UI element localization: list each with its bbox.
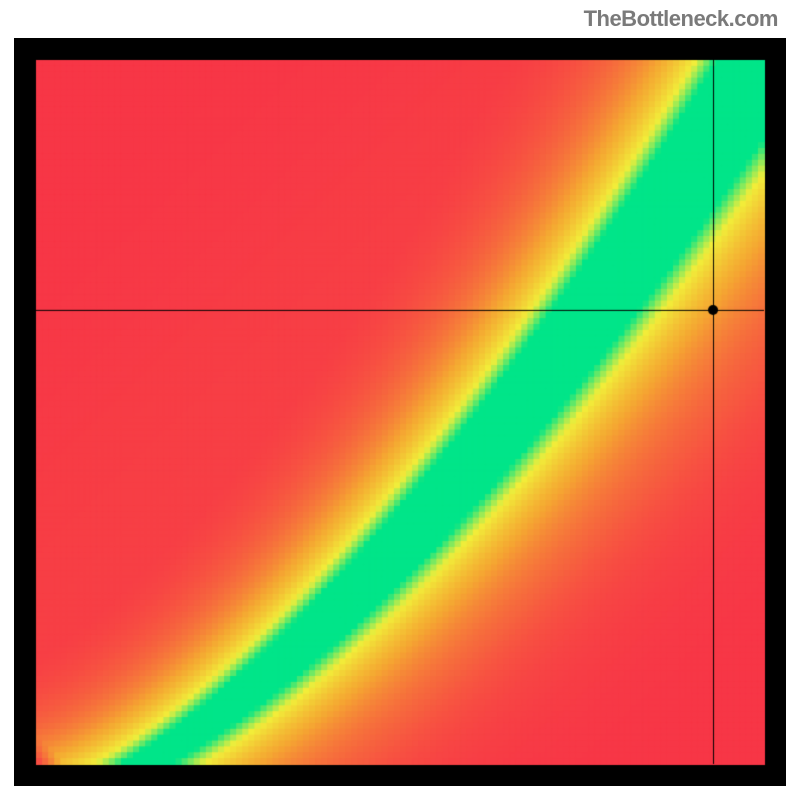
heatmap-plot bbox=[14, 38, 786, 786]
watermark-text: TheBottleneck.com bbox=[584, 6, 778, 32]
